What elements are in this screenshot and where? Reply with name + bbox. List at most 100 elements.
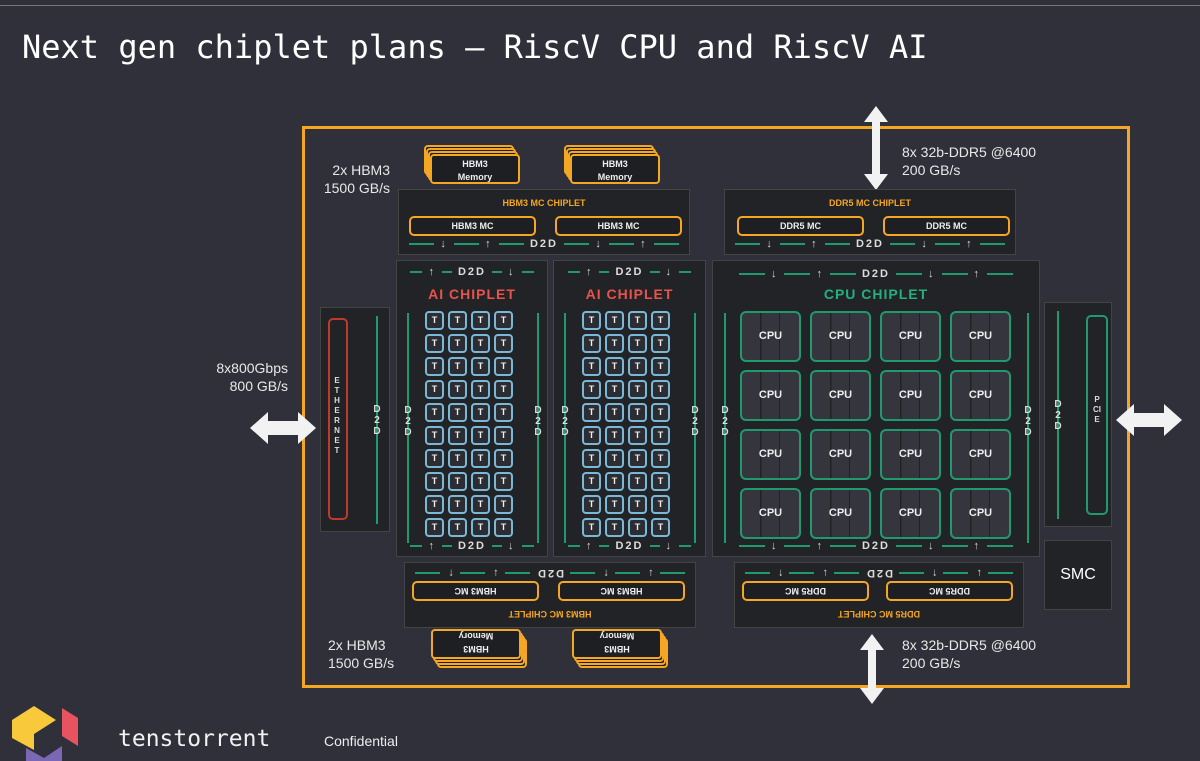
d2d-link: ↓ ↑ D2D ↓ ↑ [415, 566, 685, 580]
tensix-tile: T [628, 334, 647, 353]
package-frame [302, 126, 1130, 688]
d2d-link: ↓ ↑ D2D ↓ ↑ [409, 237, 679, 251]
memory-label: HBM3 [602, 159, 628, 169]
tensix-tile: T [494, 449, 513, 468]
memory-label: Memory [458, 631, 494, 641]
cpu-core: CPU [880, 311, 941, 362]
tensix-tile: T [448, 495, 467, 514]
tensix-tile: T [628, 357, 647, 376]
cpu-core: CPU [740, 429, 801, 480]
tensix-tile: T [582, 518, 601, 537]
hbm-bottom-label: 2x HBM3 1500 GB/s [328, 636, 394, 672]
hbm-memory-stack: HBM3 Memory [430, 629, 527, 668]
tensix-tile: T [651, 403, 670, 422]
confidential-label: Confidential [324, 733, 398, 749]
ai-chiplet-title: AI CHIPLET [428, 286, 516, 302]
d2d-link: ↑ D2D ↓ [564, 539, 695, 553]
d2d-link: ↓ ↑ D2D ↓ ↑ [723, 539, 1029, 553]
tensix-tile: T [582, 472, 601, 491]
cpu-core: CPU [880, 370, 941, 421]
cpu-core: CPU [880, 488, 941, 539]
d2d-label: D2D [457, 266, 486, 278]
tensix-tile: T [425, 518, 444, 537]
memory-label: Memory [599, 631, 635, 641]
tensix-tile: T [494, 334, 513, 353]
ddr5-mc-block: DDR5 MC [737, 216, 864, 236]
tensix-tile: T [651, 380, 670, 399]
hbm-memory-stack: HBM3 Memory [424, 145, 521, 184]
tensix-tile: T [605, 426, 624, 445]
tensix-tile: T [605, 357, 624, 376]
d2d-label: D2D [864, 567, 893, 579]
memory-label: Memory [457, 172, 493, 182]
tensix-tile: T [471, 426, 490, 445]
hbm3-mc-chiplet-top: HBM3 MC CHIPLET HBM3 MC HBM3 MC ↓ ↑ D2D ↓ ↑ [398, 189, 690, 255]
tensix-tile: T [494, 403, 513, 422]
d2d-link: ↑ D2D ↓ [407, 539, 537, 553]
tenstorrent-logo-icon [12, 706, 78, 761]
ethernet-bidirectional-arrow-icon [250, 412, 316, 444]
tensix-tile: T [494, 311, 513, 330]
cpu-chiplet: ↓ ↑ D2D ↓ ↑ CPU CHIPLET CPU CPU CPU CPU CPU CPU CP… [712, 260, 1040, 557]
tensix-tile: T [651, 357, 670, 376]
tensix-tile: T [582, 495, 601, 514]
tensix-tile: T [582, 357, 601, 376]
tensix-tile: T [425, 380, 444, 399]
tensix-tile: T [651, 472, 670, 491]
d2d-label: D2D [457, 540, 486, 552]
hbm-memory-stack: HBM3 Memory [571, 629, 668, 668]
tensix-tile: T [628, 403, 647, 422]
memory-label: HBM3 [604, 644, 630, 654]
tensix-tile: T [582, 449, 601, 468]
d2d-label: D2D [536, 567, 565, 579]
top-divider [0, 5, 1200, 6]
smc-block: SMC [1044, 540, 1112, 610]
memory-label: Memory [597, 172, 633, 182]
ddr5-mc-block: DDR5 MC [742, 581, 869, 601]
tensix-tile: T [471, 495, 490, 514]
d2d-label: D2D [615, 540, 644, 552]
cpu-core: CPU [810, 370, 871, 421]
d2d-link: ↓ ↑ D2D ↓ ↑ [735, 237, 1005, 251]
tensix-tile: T [448, 403, 467, 422]
ddr5-mc-block: DDR5 MC [886, 581, 1013, 601]
tensix-tile: T [494, 357, 513, 376]
hbm3-mc-chiplet-bottom: HBM3 MC CHIPLET HBM3 MC HBM3 MC ↓ ↑ D2D ↓ ↑ [404, 562, 696, 628]
label-line: 8x 32b-DDR5 @6400 [902, 637, 1037, 653]
tensix-tile: T [651, 518, 670, 537]
tensix-tile: T [582, 403, 601, 422]
hbm3-mc-block: HBM3 MC [409, 216, 536, 236]
cpu-core: CPU [740, 311, 801, 362]
tensix-tile: T [605, 403, 624, 422]
cpu-core: CPU [950, 370, 1011, 421]
hbm-memory-stack: HBM3 Memory [564, 145, 661, 184]
tensix-tile: T [605, 495, 624, 514]
ddr5-mc-chiplet-top: DDR5 MC CHIPLET DDR5 MC DDR5 MC ↓ ↑ D2D ↓ ↑ [724, 189, 1016, 255]
chiplet-title: DDR5 MC CHIPLET [828, 198, 911, 208]
ddr-bottom-label: 8x 32b-DDR5 @6400 200 GB/s [902, 636, 1036, 672]
cpu-core: CPU [810, 311, 871, 362]
ddr5-mc-block: DDR5 MC [883, 216, 1010, 236]
tensix-tile: T [425, 357, 444, 376]
tensix-tile: T [425, 495, 444, 514]
d2d-label: D2D [861, 268, 890, 280]
tensix-tile: T [471, 311, 490, 330]
tensix-tile: T [471, 334, 490, 353]
cpu-core: CPU [950, 429, 1011, 480]
tensix-tile: T [651, 495, 670, 514]
label-line: 8x800Gbps [216, 360, 288, 376]
ddr5-mc-chiplet-bottom: DDR5 MC CHIPLET DDR5 MC DDR5 MC ↓ ↑ D2D ↓ ↑ [734, 562, 1024, 628]
tensix-tile: T [471, 518, 490, 537]
cpu-core: CPU [810, 488, 871, 539]
tensix-tile: T [494, 380, 513, 399]
